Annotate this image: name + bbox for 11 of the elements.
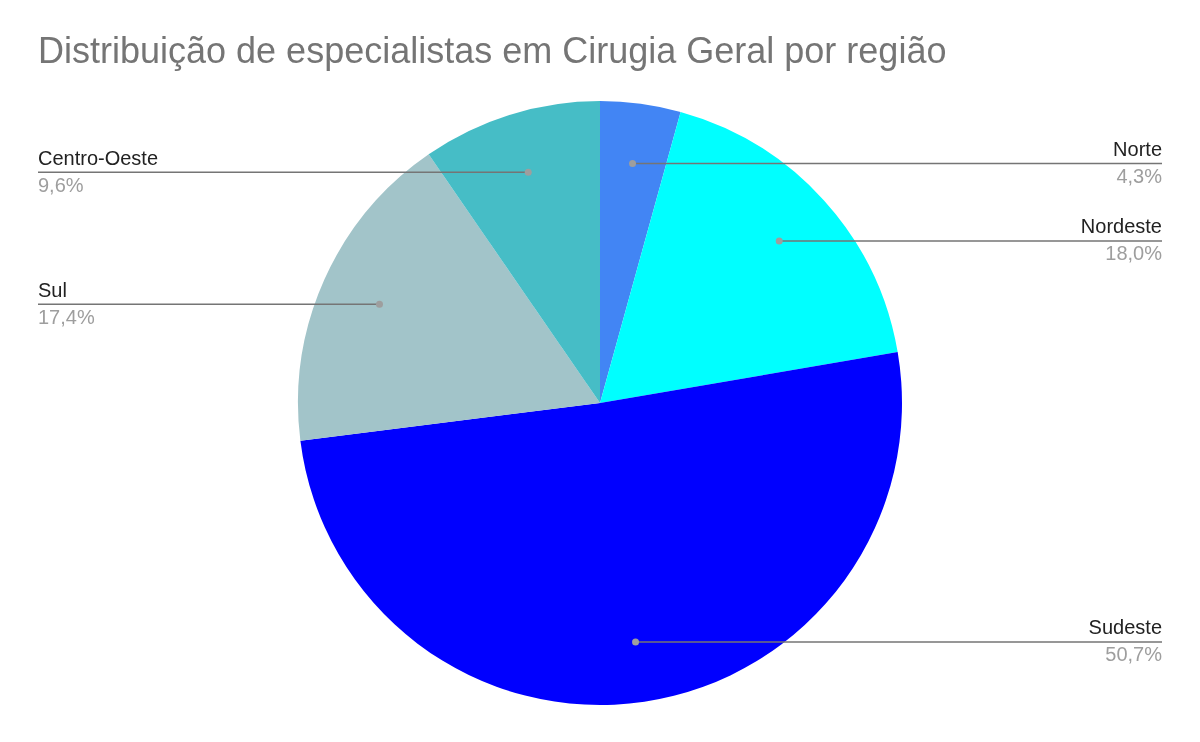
chart-title: Distribuição de especialistas em Cirugia Geral por região [38,30,947,72]
slice-label: Sul [38,278,67,301]
data-label: 9,6% [38,173,84,196]
data-label: 50,7% [1105,643,1163,666]
slice-label: Norte [1113,138,1162,161]
data-label: 4,3% [1116,165,1163,188]
slice-label: Sudeste [1088,616,1162,639]
slice-label: Centro-Oeste [38,146,159,169]
data-label: 17,4% [38,305,95,328]
slice-label: Nordeste [1080,215,1162,238]
data-label: 18,0% [1105,242,1163,265]
